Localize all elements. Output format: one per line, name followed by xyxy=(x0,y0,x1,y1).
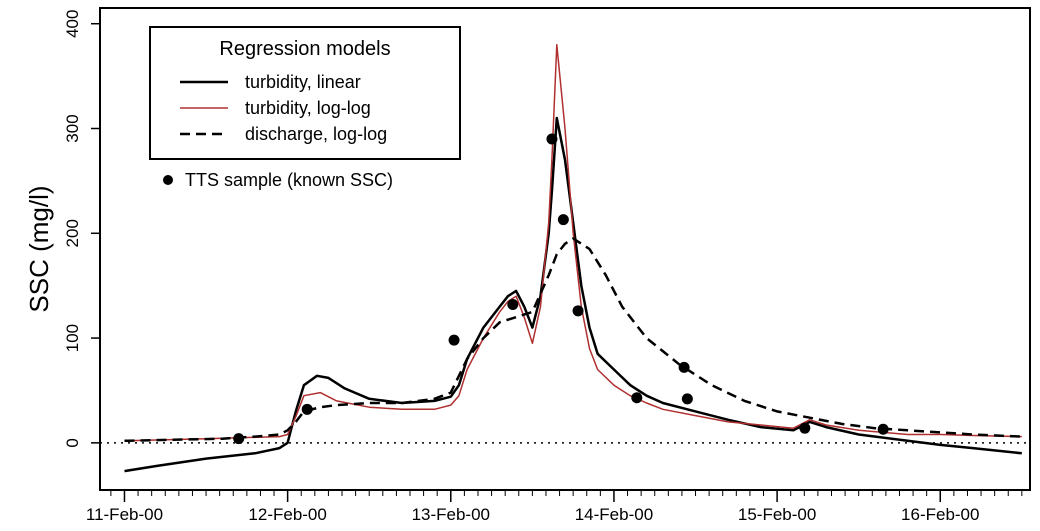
x-tick-label: 12-Feb-00 xyxy=(248,505,326,524)
series-line-turbidity-linear xyxy=(124,116,1022,473)
x-tick-label: 13-Feb-00 xyxy=(412,505,490,524)
plot-area xyxy=(99,7,1031,491)
legend-title: Regression models xyxy=(219,38,390,60)
plot-frame xyxy=(99,7,1031,491)
x-tick-label: 14-Feb-00 xyxy=(575,505,653,524)
tts-sample-point xyxy=(799,422,811,434)
y-tick-label: 300 xyxy=(63,114,82,142)
x-tick-label: 16-Feb-00 xyxy=(901,505,979,524)
legend-box xyxy=(149,26,461,160)
x-tick-label: 11-Feb-00 xyxy=(86,505,163,524)
x-tick-label: 15-Feb-00 xyxy=(738,505,816,524)
legend-label-discharge: discharge, log-log xyxy=(245,124,387,144)
tts-sample-point xyxy=(572,305,584,317)
tts-sample-point xyxy=(301,403,313,415)
y-tick-label: 400 xyxy=(63,10,82,38)
y-axis: 0 100 200 300 400 xyxy=(63,10,100,448)
tts-sample-point xyxy=(233,433,245,445)
series-line-discharge-loglog xyxy=(124,237,1022,443)
series-line-turbidity-loglog xyxy=(124,43,1022,442)
tts-sample-point xyxy=(678,361,690,373)
tts-sample-point xyxy=(557,214,569,226)
tts-sample-point xyxy=(681,393,693,405)
tts-sample-point xyxy=(877,423,889,435)
x-axis: 11-Feb-00 12-Feb-00 13-Feb-00 14-Feb-00 15-F… xyxy=(86,490,1023,524)
tts-sample-point xyxy=(448,334,460,346)
points-legend-marker xyxy=(163,175,173,185)
legend: Regression models turbidity, linear turb… xyxy=(149,26,461,160)
points-legend-label: TTS sample (known SSC) xyxy=(185,170,393,190)
legend-label-loglog: turbidity, log-log xyxy=(245,98,371,118)
y-tick-label: 100 xyxy=(63,324,82,352)
points-legend: TTS sample (known SSC) xyxy=(163,170,393,190)
points-layer xyxy=(233,133,889,445)
series-layer xyxy=(124,43,1022,473)
tts-sample-point xyxy=(507,299,519,311)
y-tick-label: 0 xyxy=(63,438,82,447)
tts-sample-point xyxy=(546,133,558,145)
tts-sample-point xyxy=(631,392,643,404)
y-tick-label: 200 xyxy=(63,219,82,247)
legend-label-linear: turbidity, linear xyxy=(245,72,361,92)
y-axis-title: SSC (mg/l) xyxy=(24,185,54,312)
